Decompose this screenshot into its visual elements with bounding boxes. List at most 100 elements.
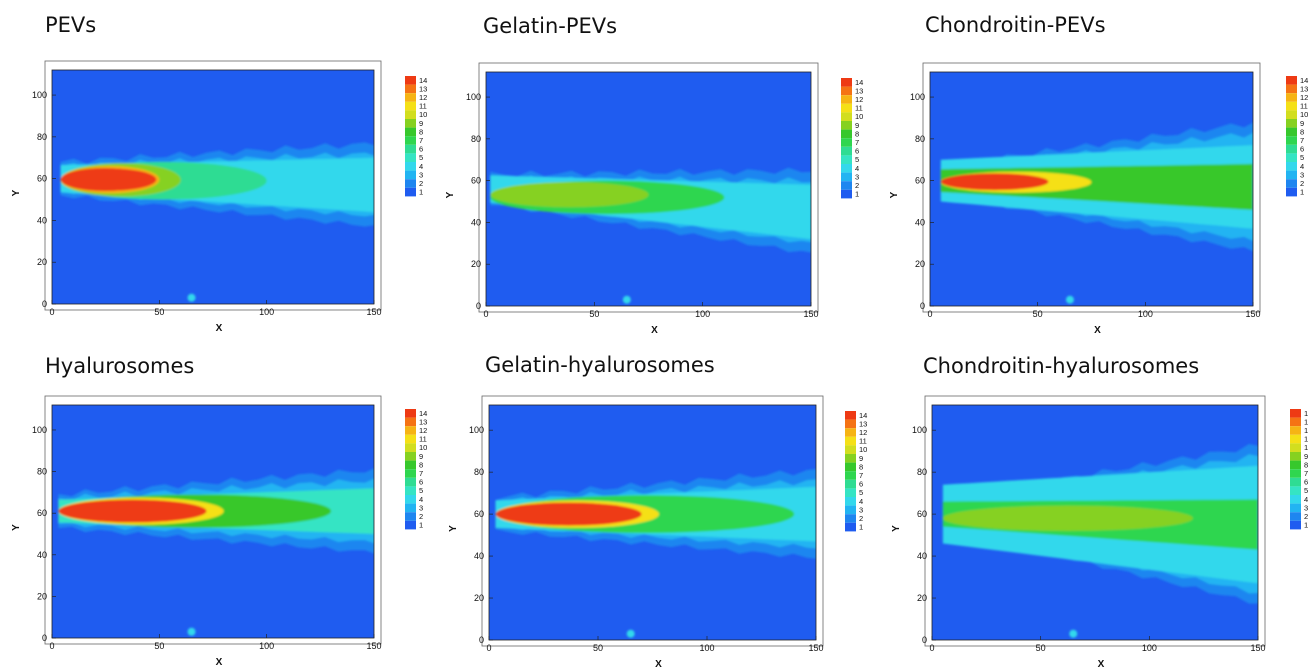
contour-level-9 (942, 505, 1193, 531)
legend-label: 6 (855, 147, 859, 156)
x-tick-label: 150 (1245, 309, 1260, 319)
legend-label: 8 (419, 460, 423, 469)
legend-label: 3 (419, 503, 423, 512)
legend-label: 1 (1304, 426, 1308, 435)
y-tick-label: 80 (37, 132, 47, 142)
legend-label: 8 (1300, 127, 1304, 136)
x-tick-label: 50 (1036, 643, 1046, 653)
legend-label: 3 (1300, 170, 1304, 179)
legend-label: 5 (1300, 153, 1304, 162)
legend-swatch (1290, 434, 1301, 444)
legend-label: 1 (1304, 409, 1308, 418)
x-tick-label: 0 (483, 309, 488, 319)
legend-label: 1 (1304, 417, 1308, 426)
panel-5: Gelatin-hyalurosomes 0 50 100 150 0 20 40 60 80 10… (448, 353, 867, 668)
legend-label: 8 (1304, 460, 1308, 469)
source-marker (187, 293, 196, 302)
legend-label: 5 (855, 155, 859, 164)
legend-swatch (405, 443, 416, 452)
legend-swatch (405, 84, 416, 94)
panel-title: Chondroitin-PEVs (925, 13, 1106, 37)
y-tick-label: 0 (920, 301, 925, 311)
x-tick-label: 150 (1250, 643, 1265, 653)
legend-swatch (1286, 179, 1297, 188)
x-tick-label: 100 (259, 307, 274, 317)
contour-field (495, 468, 816, 638)
legend-label: 9 (859, 454, 863, 463)
contour-field (60, 142, 374, 302)
plot-border (929, 71, 1254, 307)
legend-label: 14 (419, 409, 427, 418)
legend-label: 14 (1300, 76, 1308, 85)
legend-label: 1 (859, 523, 863, 532)
legend-swatch (1290, 503, 1301, 513)
legend-label: 8 (859, 462, 863, 471)
legend-swatch (405, 434, 416, 444)
legend-swatch (405, 477, 416, 487)
x-axis-label: X (216, 323, 223, 334)
x-axis-label: X (655, 659, 662, 668)
legend-swatch (1286, 187, 1297, 197)
legend-label: 2 (419, 512, 423, 521)
y-axis-label: Y (891, 525, 902, 532)
legend-swatch (845, 497, 856, 506)
legend-swatch (841, 172, 852, 182)
legend-label: 2 (855, 181, 859, 190)
legend-swatch (405, 144, 416, 154)
legend-swatch (1290, 452, 1301, 461)
legend-swatch (845, 514, 856, 523)
legend-swatch (1290, 512, 1301, 521)
legend-swatch (405, 503, 416, 513)
legend-label: 10 (1300, 110, 1308, 119)
legend-label: 12 (1300, 93, 1308, 102)
x-tick-label: 100 (259, 641, 274, 651)
legend-swatch (845, 462, 856, 472)
legend-swatch (845, 522, 856, 532)
legend-label: 6 (419, 478, 423, 487)
legend-label: 5 (419, 153, 423, 162)
plot-frame (44, 60, 382, 311)
legend-swatch (841, 138, 852, 147)
panel-title: PEVs (45, 13, 96, 37)
legend-swatch (841, 95, 852, 104)
x-tick-label: 0 (49, 307, 54, 317)
x-tick-label: 150 (808, 643, 823, 653)
plot-frame (481, 395, 824, 647)
legend-swatch (1290, 460, 1301, 470)
legend-swatch (1286, 93, 1297, 102)
legend-swatch (845, 454, 856, 463)
legend-swatch (845, 445, 856, 454)
legend-swatch (1290, 417, 1301, 427)
legend-label: 6 (1300, 145, 1304, 154)
legend-label: 3 (419, 170, 423, 179)
legend-swatch (845, 411, 856, 420)
legend-swatch (405, 179, 416, 188)
legend-label: 8 (855, 129, 859, 138)
legend-swatch (845, 488, 856, 497)
contour-level-14 (62, 501, 203, 521)
legend-swatch (1286, 84, 1297, 94)
legend-swatch (841, 121, 852, 130)
legend-label: 12 (419, 93, 427, 102)
y-axis-label: Y (889, 191, 900, 198)
y-tick-label: 100 (910, 92, 925, 102)
plot-frame (44, 395, 382, 645)
x-tick-label: 0 (929, 643, 934, 653)
legend-swatch (405, 162, 416, 171)
legend-swatch (405, 460, 416, 470)
legend-label: 7 (1300, 136, 1304, 145)
x-tick-label: 100 (699, 643, 714, 653)
plot-frame (924, 395, 1266, 647)
x-tick-label: 100 (1142, 643, 1157, 653)
plot-border (485, 71, 812, 307)
legend-label: 7 (419, 136, 423, 145)
legend-swatch (841, 103, 852, 113)
x-tick-label: 0 (486, 643, 491, 653)
legend-swatch (1290, 520, 1301, 530)
legend-swatch (405, 93, 416, 102)
panel-3: Chondroitin-PEVs 0 50 100 150 0 20 40 60 80 100 X Y 1… (889, 13, 1308, 336)
legend-label: 9 (419, 452, 423, 461)
source-marker (187, 627, 196, 636)
